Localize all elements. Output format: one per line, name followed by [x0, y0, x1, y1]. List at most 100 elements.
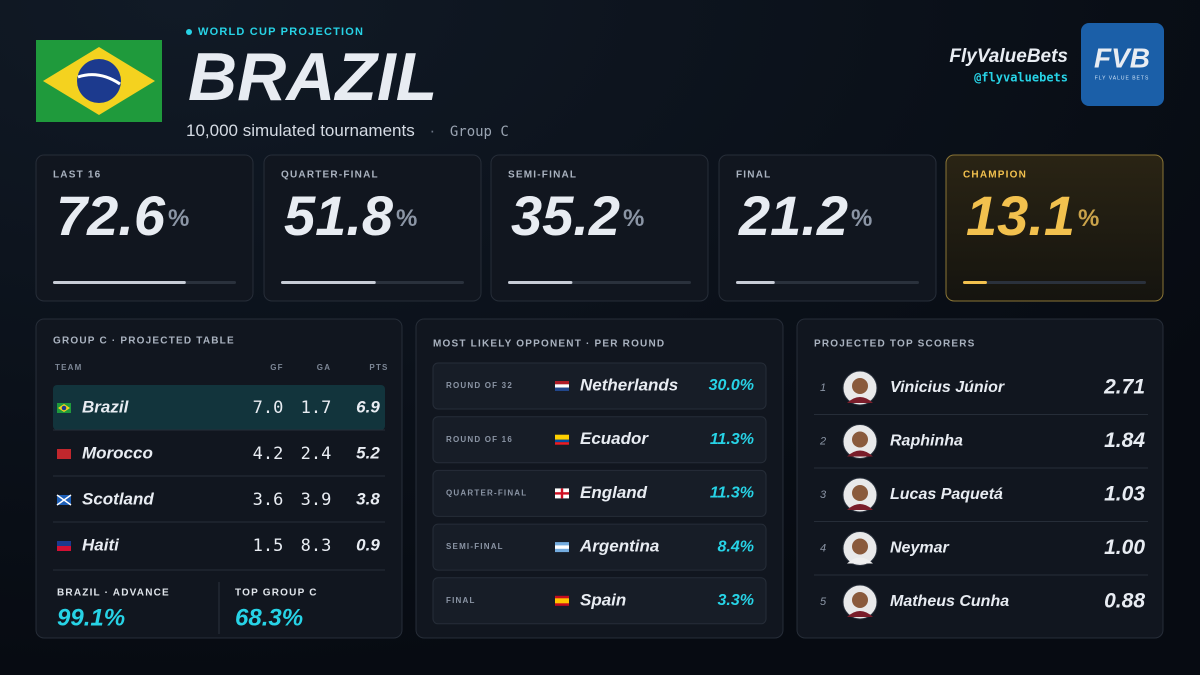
avatar-face: [852, 592, 868, 608]
team-title: BRAZIL: [188, 39, 437, 115]
opponent-name: Ecuador: [580, 429, 649, 448]
scorer-value: 1.03: [1104, 483, 1145, 506]
stat: 0.9: [356, 535, 380, 554]
subtitle: 10,000 simulated tournaments · Group C: [186, 121, 509, 140]
stage-card: [718, 154, 937, 302]
subtitle-text: 10,000 simulated tournaments: [186, 121, 415, 140]
avatar-body: [847, 611, 873, 617]
kicker: WORLD CUP PROJECTION: [198, 26, 364, 38]
stat: 3.6: [253, 490, 284, 510]
stage-label: CHAMPION: [963, 170, 1027, 181]
flag-part: [61, 405, 67, 411]
round-label: QUARTER-FINAL: [446, 489, 527, 498]
stat: 8.3: [301, 536, 332, 556]
stage-unit: %: [623, 205, 644, 232]
logo-box: [1081, 23, 1164, 106]
opponent-name: England: [580, 483, 648, 502]
stat: 6.9: [356, 397, 380, 416]
flag-part: [555, 442, 569, 445]
opponent-pct: 11.3%: [710, 485, 754, 502]
stage-card: [263, 154, 482, 302]
avatar-body: [847, 557, 873, 564]
opponent-pct: 30.0%: [709, 377, 754, 394]
summary-label: TOP GROUP C: [235, 588, 318, 599]
opponent-row: [432, 523, 767, 571]
flag-part: [555, 439, 569, 443]
flag-part: [555, 598, 569, 604]
stat: 3.9: [301, 490, 332, 510]
progress-bar: [736, 281, 775, 284]
stage-label: QUARTER-FINAL: [281, 170, 379, 181]
stat: 3.8: [356, 489, 380, 508]
stage-value: 72.6%: [56, 184, 189, 247]
team-name: Brazil: [82, 397, 130, 416]
summary-value: 68.3%: [235, 604, 303, 631]
flag: [555, 595, 569, 606]
stage-unit: %: [168, 205, 189, 232]
round-label: ROUND OF 32: [446, 381, 513, 390]
stat: 7.0: [253, 398, 284, 418]
scorer-name: Vinicius Júnior: [890, 379, 1005, 396]
flag: [57, 541, 71, 551]
scorer-name: Lucas Paquetá: [890, 486, 1003, 503]
stat: 4.2: [253, 444, 284, 464]
flag-part: [555, 381, 569, 385]
scorer-name: Matheus Cunha: [890, 593, 1009, 610]
kicker-dot: [186, 29, 192, 35]
opponent-row: [432, 577, 767, 625]
team-name: Haiti: [82, 535, 120, 554]
avatar-face: [852, 431, 868, 448]
stage-label: SEMI-FINAL: [508, 170, 577, 181]
scorer-name: Neymar: [890, 540, 949, 557]
flag-part: [57, 449, 71, 459]
stage-number: 51.8: [284, 184, 394, 247]
avatar-face: [852, 485, 868, 501]
stage-value: 21.2%: [738, 184, 872, 247]
stage-value: 51.8%: [284, 184, 417, 247]
scorer-name: Raphinha: [890, 433, 963, 450]
opponent-pct: 3.3%: [718, 592, 754, 609]
flag: [555, 381, 569, 391]
progress-bar: [508, 281, 573, 284]
stage-number: 72.6: [56, 184, 166, 247]
stat: 2.4: [301, 444, 332, 464]
column-header: PTS: [369, 363, 388, 372]
stat: 5.2: [356, 443, 380, 462]
stage-number: 13.1: [966, 184, 1075, 247]
column-header: GF: [270, 363, 284, 372]
stage-card: [35, 154, 254, 302]
flag: [56, 494, 72, 506]
column-header: TEAM: [55, 363, 82, 372]
rank: 1: [820, 382, 826, 394]
progress-track: [963, 281, 1146, 284]
flag: [555, 434, 569, 445]
stat: 1.5: [253, 536, 284, 556]
brand: FlyValueBets: [949, 46, 1068, 67]
avatar-body: [847, 397, 873, 403]
flag-part: [57, 546, 71, 551]
logo-tagline: FLY VALUE BETS: [1095, 75, 1150, 81]
opponent-row: [432, 469, 767, 517]
stage-number: 35.2: [511, 184, 620, 247]
scorer-value: 1.00: [1104, 536, 1145, 559]
progress-bar: [963, 281, 987, 284]
stage-label: FINAL: [736, 170, 771, 181]
flag-part: [56, 494, 72, 506]
round-label: ROUND OF 16: [446, 435, 513, 444]
panel-title: PROJECTED TOP SCORERS: [814, 339, 976, 350]
progress-bar: [281, 281, 376, 284]
summary-value: 99.1%: [57, 604, 125, 631]
progress-track: [736, 281, 919, 284]
opponent-pct: 11.3%: [710, 431, 754, 448]
round-label: SEMI-FINAL: [446, 542, 504, 551]
flag-part: [57, 541, 71, 546]
opponent-row: [432, 416, 767, 464]
logo: FVB: [1094, 42, 1150, 73]
flag-part: [555, 545, 569, 549]
stage-card: [945, 154, 1164, 302]
scorer-value: 2.71: [1103, 376, 1145, 399]
stat: 1.7: [301, 398, 332, 418]
round-label: FINAL: [446, 596, 476, 605]
opponent-pct: 8.4%: [718, 538, 754, 555]
